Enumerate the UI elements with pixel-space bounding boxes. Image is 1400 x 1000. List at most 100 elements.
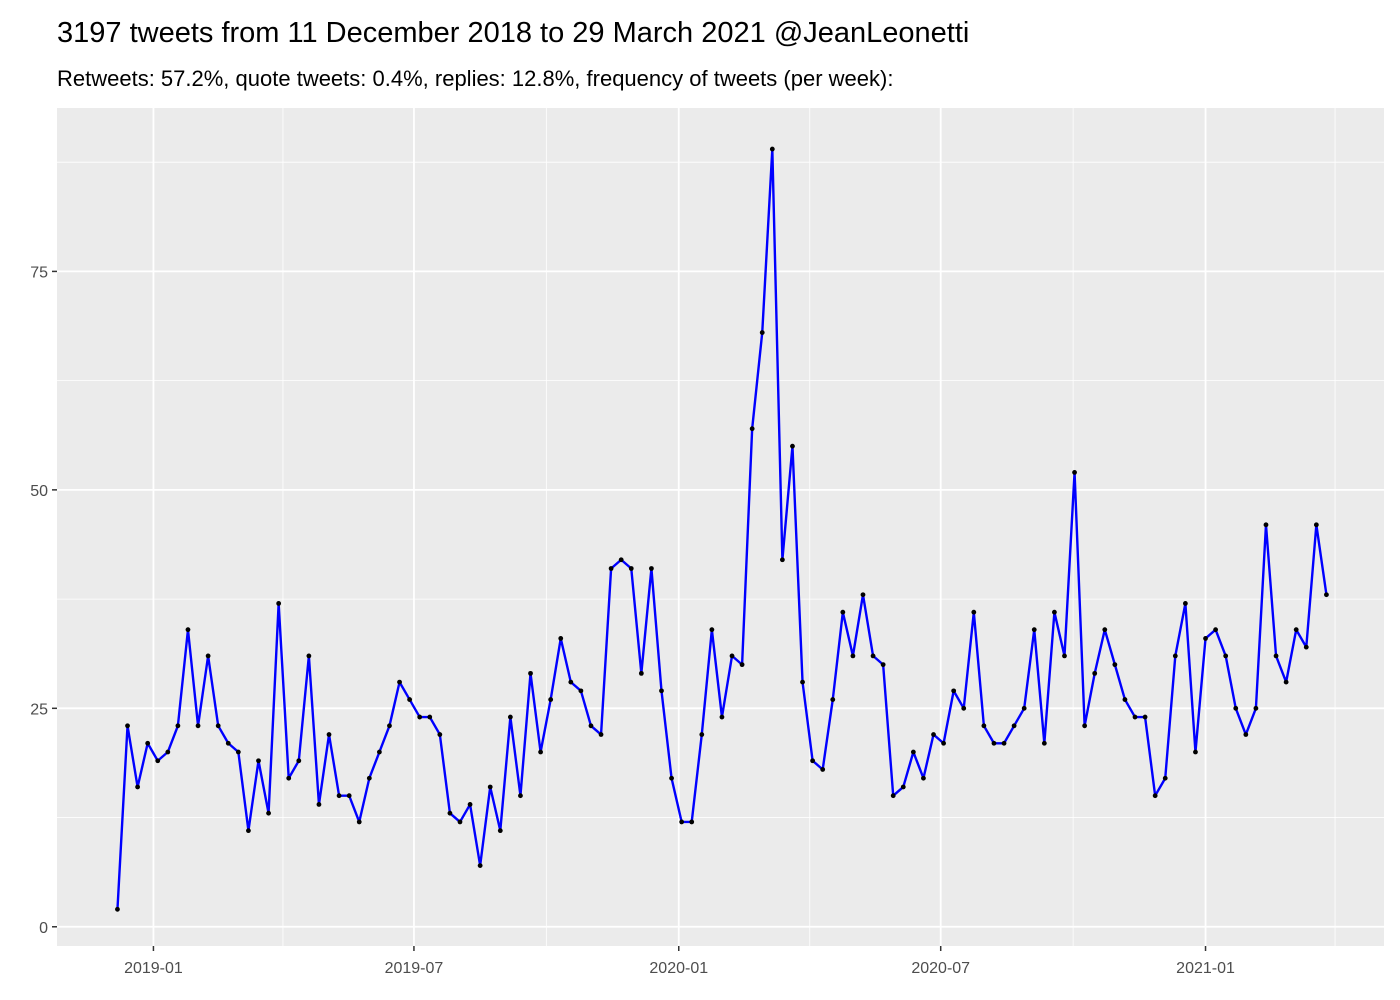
data-point	[608, 566, 614, 571]
data-point	[366, 775, 372, 781]
data-point	[266, 810, 271, 816]
data-point	[427, 714, 433, 720]
data-point	[890, 793, 896, 799]
data-point	[900, 784, 906, 790]
data-point	[779, 557, 785, 563]
data-point	[699, 732, 705, 737]
data-point	[1112, 662, 1118, 668]
data-point	[497, 828, 503, 834]
data-point	[689, 819, 695, 825]
x-tick-label: 2019-07	[385, 960, 444, 977]
data-point	[336, 793, 342, 799]
chart-title: 3197 tweets from 11 December 2018 to 29 …	[57, 17, 969, 49]
x-tick-label: 2020-07	[911, 960, 970, 977]
data-point	[276, 601, 282, 606]
data-point	[397, 679, 402, 685]
data-point	[115, 906, 120, 912]
data-point	[1072, 469, 1077, 475]
data-point	[487, 784, 493, 790]
data-point	[719, 714, 725, 720]
data-point	[346, 793, 352, 799]
data-point	[941, 740, 946, 746]
data-point	[1293, 627, 1299, 633]
data-point	[286, 775, 292, 781]
data-point	[296, 758, 302, 764]
data-point	[971, 609, 977, 615]
data-point	[991, 740, 997, 746]
data-point	[125, 723, 130, 729]
data-point	[649, 566, 654, 571]
data-point	[1253, 705, 1259, 711]
data-point	[548, 697, 554, 702]
data-point	[1162, 775, 1168, 781]
data-point	[931, 732, 936, 737]
y-tick-label: 75	[30, 264, 48, 281]
data-point	[1052, 609, 1057, 615]
data-point	[1122, 697, 1128, 702]
data-point	[1041, 740, 1047, 746]
data-point	[709, 627, 715, 633]
data-point	[628, 566, 634, 571]
data-point	[729, 653, 735, 659]
data-point	[145, 740, 151, 746]
data-point	[528, 670, 533, 676]
data-point	[598, 732, 604, 737]
data-point	[739, 662, 745, 668]
data-point	[1011, 723, 1017, 729]
data-point	[850, 653, 856, 659]
data-point	[407, 697, 413, 702]
data-point	[205, 653, 211, 659]
data-point	[1273, 653, 1279, 659]
data-point	[1303, 644, 1309, 650]
data-point	[1203, 636, 1208, 641]
data-point	[820, 767, 826, 772]
data-point	[467, 802, 473, 807]
data-point	[961, 705, 967, 711]
data-point	[921, 775, 926, 781]
data-point	[578, 688, 584, 694]
data-point	[981, 723, 987, 729]
data-point	[447, 810, 453, 816]
x-tick-label: 2020-01	[649, 960, 708, 977]
data-point	[1182, 601, 1188, 606]
data-point	[457, 819, 463, 825]
data-point	[1031, 627, 1037, 633]
data-point	[1213, 627, 1219, 633]
plot-panel	[57, 108, 1384, 946]
data-point	[316, 802, 322, 807]
data-point	[1313, 522, 1319, 528]
data-point	[749, 426, 755, 432]
data-point	[1243, 732, 1249, 737]
data-point	[1092, 670, 1098, 676]
data-point	[618, 557, 624, 563]
data-point	[1152, 793, 1158, 799]
data-point	[880, 662, 886, 668]
chart-subtitle: Retweets: 57.2%, quote tweets: 0.4%, rep…	[57, 66, 893, 91]
data-point	[790, 443, 795, 449]
data-point	[810, 758, 816, 764]
data-point	[246, 828, 251, 834]
data-point	[1193, 749, 1198, 755]
data-point	[830, 697, 836, 702]
data-point	[1233, 705, 1239, 711]
data-point	[1324, 592, 1329, 598]
data-point	[800, 679, 805, 685]
data-point	[165, 749, 171, 755]
data-point	[759, 330, 765, 335]
data-point	[155, 758, 161, 764]
data-point	[538, 749, 543, 755]
data-point	[225, 740, 231, 746]
data-point	[638, 670, 644, 676]
data-point	[588, 723, 594, 729]
data-point	[910, 749, 916, 755]
data-point	[951, 688, 957, 694]
data-point	[175, 723, 181, 729]
x-tick-label: 2021-01	[1176, 960, 1235, 977]
data-point	[1082, 723, 1088, 729]
data-point	[860, 592, 866, 598]
data-point	[870, 653, 876, 659]
data-point	[235, 749, 241, 755]
data-point	[326, 732, 332, 737]
x-tick-label: 2019-01	[124, 960, 183, 977]
